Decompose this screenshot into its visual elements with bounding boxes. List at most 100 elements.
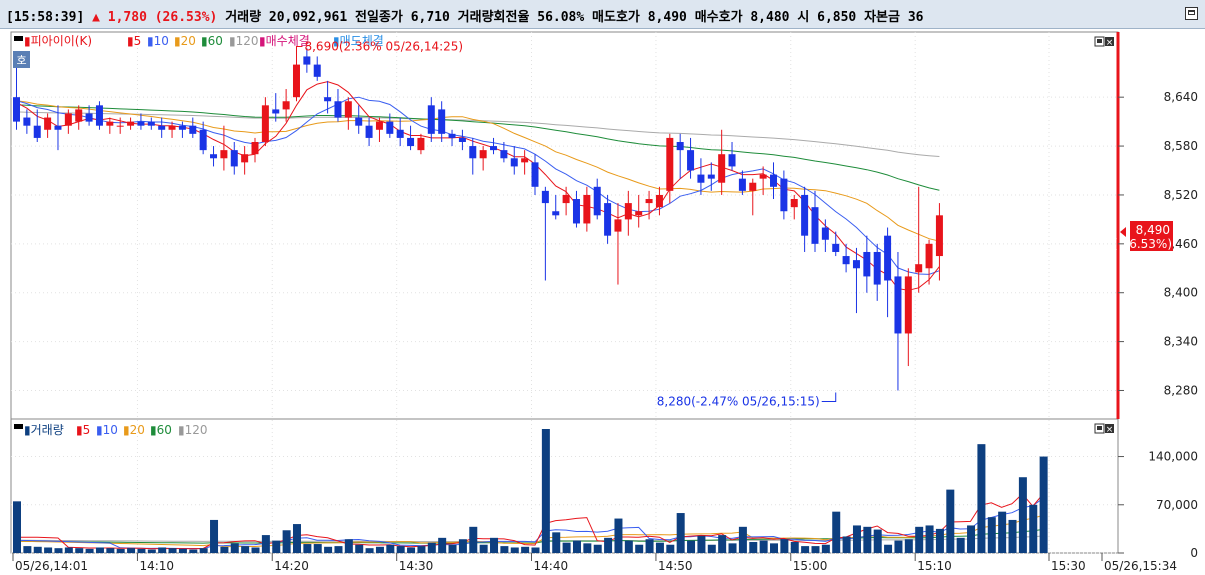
panel-close-icon[interactable] [1105, 37, 1114, 46]
price-legend: ▮피아이이(K) ▮5 ▮10 ▮20 ▮60 ▮120 ▮매수체결 ▮매도체결 [14, 34, 384, 48]
price-panel-controls[interactable]: × [1094, 36, 1114, 48]
low-annotation-text: 8,280(-2.47% 05/26,15:15) [657, 394, 820, 408]
volume-bar [106, 548, 115, 553]
volume-bar [334, 546, 343, 553]
volume-bar [272, 540, 281, 553]
candle-up [261, 105, 269, 142]
candle-down [604, 203, 612, 236]
volume-bar [54, 548, 63, 553]
capital-label: 자본금 [864, 10, 900, 25]
volume-bar [935, 528, 944, 553]
candle-down [469, 146, 477, 159]
candle-up [116, 125, 124, 127]
volume-bar [925, 525, 934, 553]
volume-bar [210, 519, 219, 553]
volume-panel-controls[interactable]: × [1094, 423, 1114, 435]
volume-bar [85, 548, 94, 553]
candle-down [178, 125, 186, 130]
candle-down [531, 162, 539, 187]
candle-down [510, 158, 518, 167]
volume-bar [541, 429, 550, 553]
volume-bar [863, 526, 872, 553]
candle-down [676, 141, 684, 151]
candle-down [832, 243, 840, 252]
ask-bid-button[interactable] [13, 51, 30, 68]
candle-down [770, 174, 778, 187]
candle-down [780, 178, 788, 212]
candle-up [790, 199, 798, 208]
volume-bar [282, 530, 291, 553]
volume-value: 20,092,961 [268, 10, 348, 25]
volume-bar [438, 537, 447, 553]
volume-bar [324, 546, 333, 553]
candle-up [479, 150, 487, 159]
candle-down [95, 105, 103, 126]
legend-symbol: ▮피아이이(K) [24, 34, 92, 48]
volume-bar [946, 489, 955, 553]
candle-up [375, 121, 383, 130]
candle-up [344, 101, 352, 118]
candle-up [282, 101, 290, 110]
volume-bar [666, 544, 675, 553]
open-label: 시 [797, 10, 810, 25]
volume-bar [44, 547, 53, 553]
ask-value: 8,490 [647, 10, 687, 25]
high-annotation-arrow [295, 45, 303, 55]
quote-header: [15:58:39] ▲ 1,780 (26.53%) 거래량 20,092,9… [0, 0, 1205, 29]
volume-bar [967, 525, 976, 553]
maximize-icon[interactable] [1185, 7, 1198, 20]
volume-bar [749, 541, 758, 553]
candle-down [821, 227, 829, 240]
time-tick-label: 14:10 [139, 559, 174, 573]
candle-down [189, 125, 197, 134]
volume-bar [137, 548, 146, 553]
candle-down [313, 64, 321, 77]
volume-bar [676, 513, 685, 553]
price-tick-label: 8,580 [1164, 139, 1198, 153]
candle-down [884, 235, 892, 281]
quote-change: 1,780 [107, 10, 147, 25]
candle-down [458, 137, 466, 142]
candle-up [521, 158, 529, 163]
candle-down [707, 174, 715, 179]
candle-down [303, 56, 311, 65]
ask-label: 매도호가 [592, 10, 640, 25]
candle-down [230, 150, 238, 167]
open-value: 6,850 [817, 10, 857, 25]
candle-up [417, 137, 425, 151]
candle-up [241, 154, 249, 163]
volume-bar [552, 532, 561, 553]
vol-panel-close-icon[interactable] [1105, 424, 1114, 433]
volume-bar [168, 548, 177, 553]
volume-bar [251, 547, 260, 553]
volume-bar [396, 546, 405, 553]
candle-down [33, 125, 41, 138]
volume-bar [624, 540, 633, 553]
candle-up [915, 264, 923, 273]
candle-down [85, 113, 93, 122]
candle-up [75, 109, 83, 122]
volume-bar [75, 548, 84, 553]
bid-label: 매수호가 [694, 10, 743, 25]
volume-bar [811, 546, 820, 553]
candle-down [396, 129, 404, 138]
volume-bar [873, 529, 882, 553]
volume-bar [490, 537, 499, 553]
volume-legend: ▮거래량 ▮5 ▮10 ▮20 ▮60 ▮120 [14, 423, 208, 437]
time-tick-label: 15:30 [1051, 559, 1086, 573]
volume-bar [64, 547, 73, 553]
legend-ma20: ▮20 [174, 34, 196, 48]
price-tick-label: 8,280 [1164, 383, 1198, 397]
turnover-label: 거래량회전율 [457, 10, 530, 25]
volume-bar [199, 548, 208, 553]
volume-bar [801, 546, 810, 553]
candle-down [334, 101, 342, 118]
volume-bar [759, 540, 768, 553]
volume-bar [313, 544, 322, 553]
volume-bar [261, 535, 270, 553]
volume-bar [13, 501, 21, 553]
candle-down [324, 97, 332, 102]
candle-down [13, 97, 20, 122]
volume-bar [697, 535, 706, 553]
